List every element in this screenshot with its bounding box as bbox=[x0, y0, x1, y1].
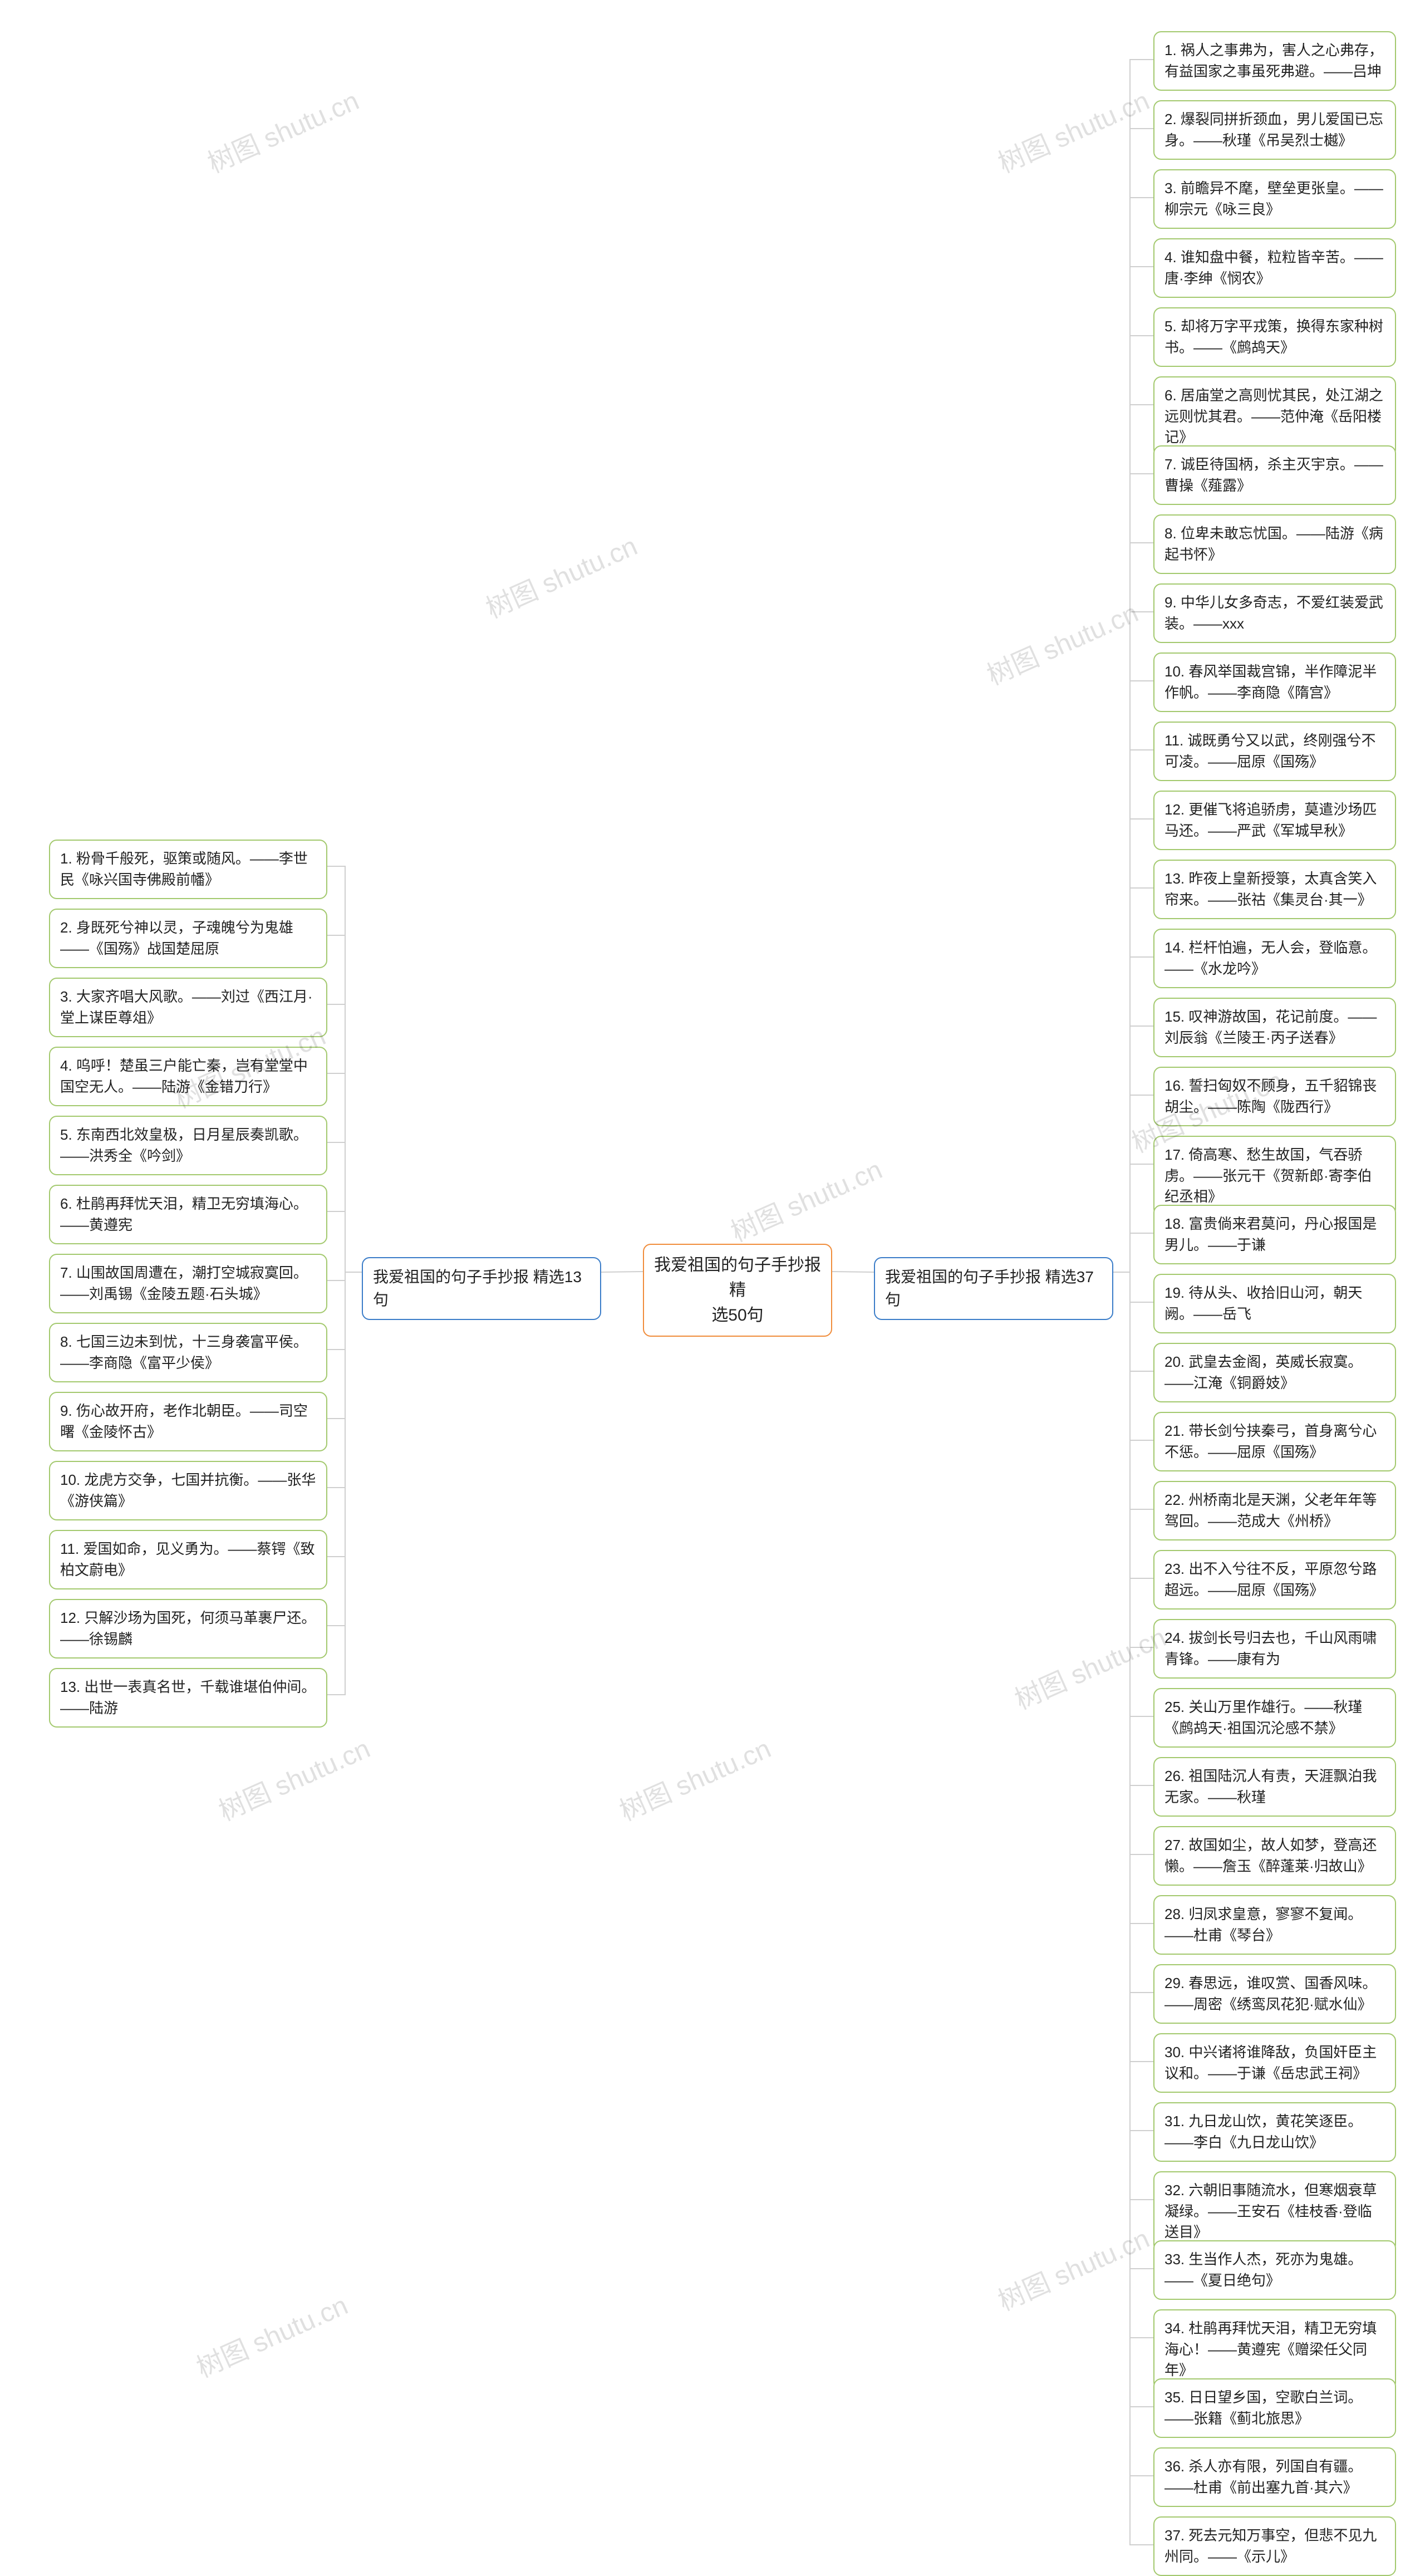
left-leaf-4: 4. 呜呼！楚虽三户能亡秦，岂有堂堂中国空无人。——陆游《金错刀行》 bbox=[49, 1047, 327, 1106]
right-leaf-5: 5. 却将万字平戎策，换得东家种树书。——《鹧鸪天》 bbox=[1153, 307, 1396, 367]
watermark: 树图 shutu.cn bbox=[612, 1727, 776, 1828]
watermark: 树图 shutu.cn bbox=[212, 1727, 375, 1828]
left-leaf-7: 7. 山围故国周遭在，潮打空城寂寞回。——刘禹锡《金陵五题·石头城》 bbox=[49, 1254, 327, 1313]
mindmap-canvas: 我爱祖国的句子手抄报精 选50句我爱祖国的句子手抄报 精选13句 1. 粉骨千般死… bbox=[0, 0, 1425, 2568]
right-leaf-33: 33. 生当作人杰，死亦为鬼雄。——《夏日绝句》 bbox=[1153, 2240, 1396, 2300]
left-leaf-10: 10. 龙虎方交争，七国并抗衡。——张华《游侠篇》 bbox=[49, 1461, 327, 1520]
right-leaf-14: 14. 栏杆怕遍，无人会，登临意。——《水龙吟》 bbox=[1153, 929, 1396, 988]
right-leaf-9: 9. 中华儿女多奇志，不爱红装爱武装。——xxx bbox=[1153, 583, 1396, 643]
right-leaf-12: 12. 更催飞将追骄虏，莫遣沙场匹马还。——严武《军城早秋》 bbox=[1153, 791, 1396, 850]
right-leaf-20: 20. 武皇去金阁，英威长寂寞。——江淹《铜爵妓》 bbox=[1153, 1343, 1396, 1402]
watermark: 树图 shutu.cn bbox=[980, 591, 1143, 693]
right-leaf-37: 37. 死去元知万事空，但悲不见九州同。——《示儿》 bbox=[1153, 2516, 1396, 2576]
watermark: 树图 shutu.cn bbox=[991, 79, 1154, 180]
left-leaf-11: 11. 爱国如命，见义勇为。——蔡锷《致柏文蔚电》 bbox=[49, 1530, 327, 1589]
watermark: 树图 shutu.cn bbox=[724, 1148, 887, 1249]
left-leaf-12: 12. 只解沙场为国死，何须马革裹尸还。——徐锡麟 bbox=[49, 1599, 327, 1659]
left-leaf-3: 3. 大家齐唱大风歌。——刘过《西江月·堂上谋臣尊俎》 bbox=[49, 978, 327, 1037]
right-leaf-1: 1. 祸人之事弗为，害人之心弗存，有益国家之事虽死弗避。——吕坤 bbox=[1153, 31, 1396, 91]
left-leaf-6: 6. 杜鹃再拜忧天泪，精卫无穷填海心。——黄遵宪 bbox=[49, 1185, 327, 1244]
watermark: 树图 shutu.cn bbox=[189, 2284, 353, 2385]
left-leaf-5: 5. 东南西北效皇极，日月星辰奏凯歌。——洪秀全《吟剑》 bbox=[49, 1116, 327, 1175]
watermark: 树图 shutu.cn bbox=[991, 2217, 1154, 2318]
right-leaf-8: 8. 位卑未敢忘忧国。——陆游《病起书怀》 bbox=[1153, 514, 1396, 574]
left-leaf-1: 1. 粉骨千般死，驱策或随风。——李世民《咏兴国寺佛殿前幡》 bbox=[49, 840, 327, 899]
right-leaf-16: 16. 誓扫匈奴不顾身，五千貂锦丧胡尘。——陈陶《陇西行》 bbox=[1153, 1067, 1396, 1126]
watermark: 树图 shutu.cn bbox=[200, 79, 364, 180]
right-leaf-36: 36. 杀人亦有限，列国自有疆。——杜甫《前出塞九首·其六》 bbox=[1153, 2447, 1396, 2507]
right-leaf-23: 23. 出不入兮往不反，平原忽兮路超远。——屈原《国殇》 bbox=[1153, 1550, 1396, 1610]
watermark: 树图 shutu.cn bbox=[479, 524, 642, 626]
right-leaf-28: 28. 归凤求皇意，寥寥不复闻。——杜甫《琴台》 bbox=[1153, 1895, 1396, 1955]
right-leaf-18: 18. 富贵倘来君莫问，丹心报国是男儿。——于谦 bbox=[1153, 1205, 1396, 1264]
watermark: 树图 shutu.cn bbox=[1008, 1616, 1171, 1717]
root-node: 我爱祖国的句子手抄报精 选50句 bbox=[643, 1244, 832, 1337]
left-branch-node: 我爱祖国的句子手抄报 精选13句 bbox=[362, 1257, 601, 1320]
right-leaf-4: 4. 谁知盘中餐，粒粒皆辛苦。——唐·李绅《悯农》 bbox=[1153, 238, 1396, 298]
right-leaf-3: 3. 前瞻异不麾，壁垒更张皇。——柳宗元《咏三良》 bbox=[1153, 169, 1396, 229]
right-leaf-22: 22. 州桥南北是天渊，父老年年等驾回。——范成大《州桥》 bbox=[1153, 1481, 1396, 1540]
right-leaf-27: 27. 故国如尘，故人如梦，登高还懒。——詹玉《醉蓬莱·归故山》 bbox=[1153, 1826, 1396, 1886]
left-leaf-9: 9. 伤心故开府，老作北朝臣。——司空曙《金陵怀古》 bbox=[49, 1392, 327, 1451]
right-branch-node: 我爱祖国的句子手抄报 精选37句 bbox=[874, 1257, 1113, 1320]
right-leaf-30: 30. 中兴诸将谁降敌，负国奸臣主议和。——于谦《岳忠武王祠》 bbox=[1153, 2033, 1396, 2093]
right-leaf-11: 11. 诚既勇兮又以武，终刚强兮不可凌。——屈原《国殇》 bbox=[1153, 722, 1396, 781]
left-leaf-8: 8. 七国三边未到忧，十三身袭富平侯。——李商隐《富平少侯》 bbox=[49, 1323, 327, 1382]
right-leaf-10: 10. 春风举国裁宫锦，半作障泥半作帆。——李商隐《隋宫》 bbox=[1153, 652, 1396, 712]
right-leaf-31: 31. 九日龙山饮，黄花笑逐臣。——李白《九日龙山饮》 bbox=[1153, 2102, 1396, 2162]
right-leaf-21: 21. 带长剑兮挟秦弓，首身离兮心不惩。——屈原《国殇》 bbox=[1153, 1412, 1396, 1471]
right-leaf-26: 26. 祖国陆沉人有责，天涯飘泊我无家。——秋瑾 bbox=[1153, 1757, 1396, 1817]
right-leaf-29: 29. 春思远，谁叹赏、国香风味。——周密《绣鸾凤花犯·赋水仙》 bbox=[1153, 1964, 1396, 2024]
right-leaf-15: 15. 叹神游故国，花记前度。——刘辰翁《兰陵王·丙子送春》 bbox=[1153, 998, 1396, 1057]
right-leaf-35: 35. 日日望乡国，空歌白兰词。——张籍《蓟北旅思》 bbox=[1153, 2378, 1396, 2438]
right-leaf-13: 13. 昨夜上皇新授箓，太真含笑入帘来。——张祜《集灵台·其一》 bbox=[1153, 860, 1396, 919]
right-leaf-2: 2. 爆裂同拼折颈血，男儿爱国已忘身。——秋瑾《吊吴烈士樾》 bbox=[1153, 100, 1396, 160]
right-leaf-24: 24. 拔剑长号归去也，千山风雨啸青锋。——康有为 bbox=[1153, 1619, 1396, 1679]
right-leaf-25: 25. 关山万里作雄行。——秋瑾《鹧鸪天·祖国沉沦感不禁》 bbox=[1153, 1688, 1396, 1748]
left-leaf-13: 13. 出世一表真名世，千载谁堪伯仲间。——陆游 bbox=[49, 1668, 327, 1728]
right-leaf-19: 19. 待从头、收拾旧山河，朝天阙。——岳飞 bbox=[1153, 1274, 1396, 1333]
right-leaf-7: 7. 诚臣待国柄，杀主灭宇京。——曹操《薤露》 bbox=[1153, 445, 1396, 505]
left-leaf-2: 2. 身既死兮神以灵，子魂魄兮为鬼雄——《国殇》战国楚屈原 bbox=[49, 909, 327, 968]
